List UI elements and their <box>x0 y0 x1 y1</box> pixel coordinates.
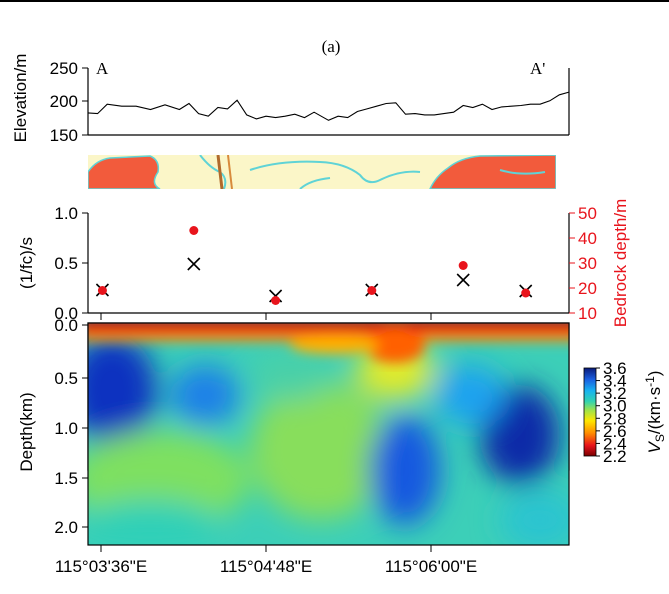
depth-tick-label: 0.5 <box>54 369 78 388</box>
lon-tick-label: 115°04'48"E <box>220 557 312 576</box>
scatter-left-tick-label: 1.0 <box>54 204 78 223</box>
panel-label: (a) <box>322 37 341 56</box>
lon-tick-label: 115°03'36"E <box>55 557 147 576</box>
scatter-right-tick-label: 40 <box>578 229 597 248</box>
heatmap-full-field <box>88 323 569 545</box>
scatter-right-tick-label: 20 <box>578 279 597 298</box>
map-river-4 <box>499 169 546 175</box>
bedrock-depth-marker <box>367 286 377 295</box>
elevation-axis-title: Elevation/m <box>11 54 30 143</box>
scatter-panel: 1.0 0.5 0.0 (1/fc)/s 50 40 30 20 10 Bedr… <box>17 199 630 328</box>
colorbar-title: VS/(km·s-1) <box>643 371 667 454</box>
scatter-left-tick-label: 0.5 <box>54 254 78 273</box>
depth-tick-label: 2.0 <box>54 518 78 537</box>
scatter-right-tick-label: 50 <box>578 204 597 223</box>
map-unit-west <box>88 155 161 189</box>
colorbar-tick-label: 3.6 <box>603 359 627 378</box>
map-unit-east <box>429 155 556 189</box>
bedrock-depth-marker <box>458 261 468 270</box>
scatter-left-axis-title: (1/fc)/s <box>17 237 36 289</box>
depth-tick-label: 1.0 <box>54 419 78 438</box>
elevation-line <box>87 91 570 121</box>
scatter-right-axis-title: Bedrock depth/m <box>611 199 630 328</box>
map-river-2 <box>249 160 421 184</box>
elev-tick-label: 250 <box>50 59 78 78</box>
bedrock-depth-marker <box>271 296 281 305</box>
elevation-panel: 250 200 150 Elevation/m A A' <box>11 54 570 145</box>
scatter-left-tick-label: 0.0 <box>54 304 78 323</box>
fc-marker <box>456 273 470 287</box>
colorbar-tick-label: 2.2 <box>603 447 627 466</box>
bedrock-depth-marker <box>97 286 107 295</box>
colorbar-tick-label: 3.0 <box>603 397 627 416</box>
colorbar-tick-label: 2.8 <box>603 409 627 428</box>
bedrock-depth-marker <box>521 288 531 298</box>
elev-tick-label: 150 <box>50 126 78 145</box>
bedrock-depth-marker <box>189 226 199 235</box>
depth-tick-label: 1.5 <box>54 469 78 488</box>
map-fault-1 <box>216 155 224 189</box>
colorbar: 3.63.43.23.02.82.62.42.2 VS/(km·s-1) <box>583 359 667 466</box>
colorbar-tick-label: 3.2 <box>603 384 627 403</box>
colorbar-tick-label: 2.4 <box>603 434 627 453</box>
colorbar-gradient <box>583 367 597 457</box>
map-river-3 <box>299 177 331 189</box>
colorbar-tick-label: 2.6 <box>603 422 627 441</box>
elev-tick-label: 200 <box>50 92 78 111</box>
scatter-right-tick-label: 30 <box>578 254 597 273</box>
depth-tick-label: 0.0 <box>54 316 78 335</box>
heatmap-outline <box>87 322 570 546</box>
scatter-right-tick-label: 10 <box>578 304 597 323</box>
depth-axis-title: Depth(km) <box>17 392 36 471</box>
geology-map-strip <box>88 155 556 189</box>
colorbar-tick-label: 3.4 <box>603 372 627 391</box>
profile-end-label: A' <box>530 59 545 78</box>
profile-start-label: A <box>96 59 109 78</box>
lon-tick-label: 115°06'00"E <box>385 557 477 576</box>
map-fault-2 <box>227 155 233 189</box>
fc-marker <box>187 257 201 271</box>
